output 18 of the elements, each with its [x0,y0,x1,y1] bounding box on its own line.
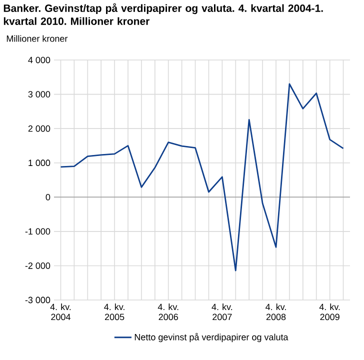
x-tick-label: 4. kv. 2005 [104,304,124,320]
y-axis-title: Millioner kroner [6,35,68,42]
legend-label: Netto gevinst på verdipapirer og valuta [134,332,288,342]
y-tick-label: 4 000 [28,56,50,64]
x-tick-label: 4. kv. 2006 [158,304,178,320]
x-tick-label: 4. kv. 2007 [212,304,232,320]
chart-title: Banker. Gevinst/tap på verdipapirer og valuta. 4. kvartal 2004-1. kvartal 2010. Millioner kroner [4,3,323,25]
y-tick-label: 3 000 [28,91,50,98]
x-tick-label: 4. kv. 2008 [266,304,286,320]
y-tick-label: 0 [46,194,50,200]
y-tick-label: -1 000 [25,228,50,235]
y-tick-label: -3 000 [25,296,50,304]
x-tick-label: 4. kv. 2009 [319,304,340,320]
y-tick-label: 1 000 [28,160,50,166]
y-tick-label: -2 000 [25,262,50,269]
y-tick-label: 2 000 [28,125,50,132]
line-series [60,83,344,272]
x-tick-label: 4. kv. 2004 [50,304,71,320]
